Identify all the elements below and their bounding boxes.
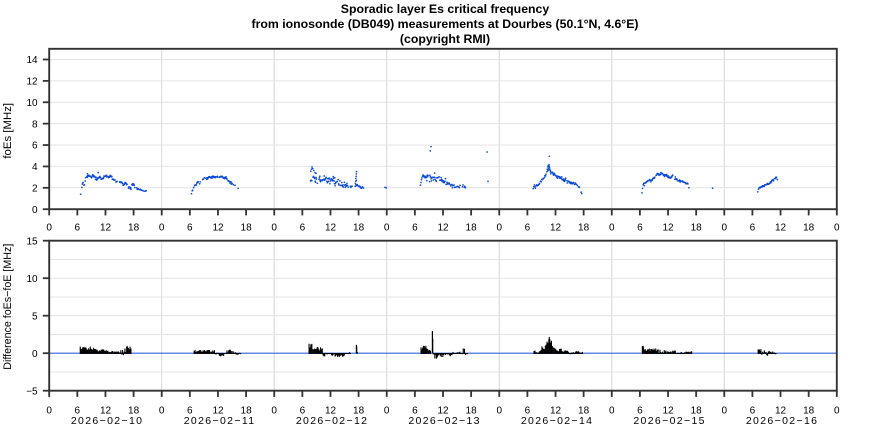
svg-text:18: 18 (128, 223, 140, 234)
svg-text:12: 12 (212, 223, 224, 234)
svg-text:18: 18 (353, 223, 365, 234)
svg-text:(copyright RMI): (copyright RMI) (400, 32, 490, 46)
svg-text:6: 6 (750, 405, 756, 416)
svg-text:18: 18 (128, 405, 140, 416)
svg-text:6: 6 (75, 405, 81, 416)
svg-text:15: 15 (26, 236, 38, 247)
svg-text:18: 18 (578, 405, 590, 416)
svg-text:2026−02−10: 2026−02−10 (71, 415, 143, 427)
svg-text:18: 18 (466, 223, 478, 234)
svg-text:12: 12 (775, 223, 787, 234)
svg-text:0: 0 (32, 205, 38, 216)
svg-text:12: 12 (212, 405, 224, 416)
svg-text:12: 12 (325, 405, 337, 416)
svg-text:6: 6 (750, 223, 756, 234)
svg-text:4: 4 (32, 162, 38, 173)
svg-text:0: 0 (32, 349, 38, 360)
svg-text:0: 0 (609, 405, 615, 416)
svg-text:6: 6 (187, 223, 193, 234)
svg-text:foEs [MHz]: foEs [MHz] (2, 103, 14, 159)
svg-text:6: 6 (525, 223, 531, 234)
svg-text:0: 0 (722, 223, 728, 234)
svg-text:6: 6 (637, 405, 643, 416)
svg-text:12: 12 (775, 405, 787, 416)
svg-text:18: 18 (803, 223, 815, 234)
svg-text:0: 0 (834, 405, 840, 416)
svg-text:0: 0 (722, 405, 728, 416)
svg-text:12: 12 (550, 405, 562, 416)
svg-text:6: 6 (75, 223, 81, 234)
svg-text:10: 10 (26, 274, 38, 285)
svg-text:0: 0 (46, 405, 52, 416)
svg-text:6: 6 (525, 405, 531, 416)
svg-text:Difference foEs−foE [MHz]: Difference foEs−foE [MHz] (2, 244, 14, 370)
svg-text:0: 0 (271, 223, 277, 234)
svg-text:0: 0 (159, 405, 165, 416)
svg-text:10: 10 (26, 98, 38, 109)
svg-text:12: 12 (437, 405, 449, 416)
svg-text:0: 0 (834, 223, 840, 234)
svg-text:6: 6 (32, 141, 38, 152)
svg-text:0: 0 (159, 223, 165, 234)
svg-text:2026−02−15: 2026−02−15 (633, 415, 705, 427)
svg-text:18: 18 (241, 405, 253, 416)
svg-text:6: 6 (300, 405, 306, 416)
svg-text:5: 5 (32, 311, 38, 322)
svg-text:6: 6 (300, 223, 306, 234)
svg-text:0: 0 (497, 405, 503, 416)
svg-text:18: 18 (578, 223, 590, 234)
svg-text:18: 18 (241, 223, 253, 234)
svg-text:6: 6 (637, 223, 643, 234)
svg-text:from ionosonde (DB049) measure: from ionosonde (DB049) measurements at D… (251, 17, 638, 31)
svg-text:0: 0 (271, 405, 277, 416)
svg-text:0: 0 (384, 405, 390, 416)
svg-text:18: 18 (353, 405, 365, 416)
svg-text:12: 12 (325, 223, 337, 234)
svg-text:Sporadic layer Es critical fre: Sporadic layer Es critical frequency (341, 2, 550, 16)
svg-text:12: 12 (550, 223, 562, 234)
svg-text:0: 0 (609, 223, 615, 234)
svg-text:8: 8 (32, 119, 38, 130)
svg-text:12: 12 (662, 405, 674, 416)
svg-text:6: 6 (187, 405, 193, 416)
svg-text:6: 6 (412, 405, 418, 416)
svg-text:12: 12 (100, 223, 112, 234)
svg-text:0: 0 (497, 223, 503, 234)
svg-text:18: 18 (803, 405, 815, 416)
svg-text:0: 0 (46, 223, 52, 234)
svg-text:0: 0 (384, 223, 390, 234)
svg-text:18: 18 (691, 223, 703, 234)
svg-text:12: 12 (100, 405, 112, 416)
svg-text:18: 18 (466, 405, 478, 416)
svg-text:2: 2 (32, 184, 38, 195)
svg-text:14: 14 (26, 55, 38, 66)
svg-text:2026−02−11: 2026−02−11 (184, 415, 256, 427)
svg-text:6: 6 (412, 223, 418, 234)
svg-text:−5: −5 (26, 386, 38, 397)
svg-text:2026−02−12: 2026−02−12 (296, 415, 368, 427)
svg-text:2026−02−13: 2026−02−13 (408, 415, 480, 427)
svg-text:12: 12 (26, 77, 38, 88)
svg-text:2026−02−14: 2026−02−14 (521, 415, 593, 427)
svg-text:18: 18 (691, 405, 703, 416)
svg-text:2026−02−16: 2026−02−16 (746, 415, 818, 427)
svg-text:12: 12 (437, 223, 449, 234)
svg-text:12: 12 (662, 223, 674, 234)
